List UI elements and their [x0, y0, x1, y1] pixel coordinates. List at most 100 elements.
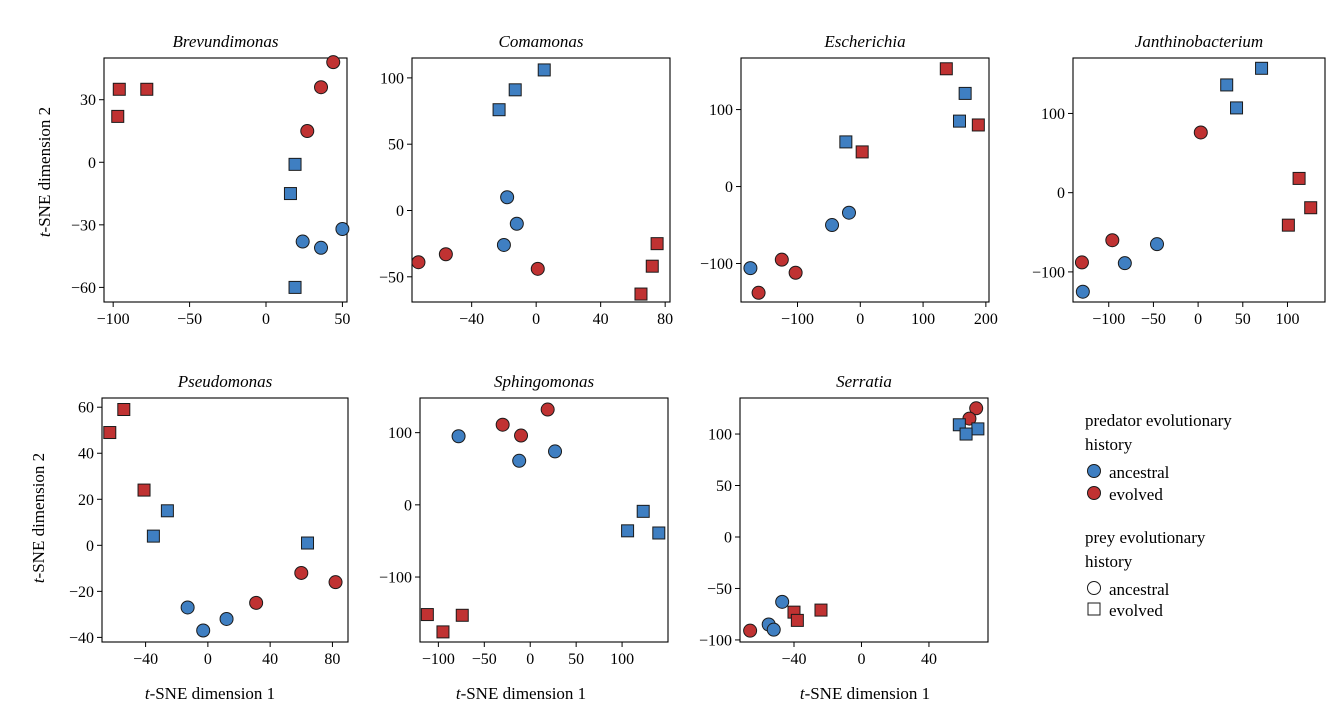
point-evolved-circle — [751, 285, 766, 300]
legend-predator-title-1: predator evolutionary — [1085, 411, 1232, 430]
x-tick-label: −100 — [422, 651, 455, 668]
x-tick-label: 80 — [324, 651, 340, 668]
x-tick-label: 100 — [1275, 311, 1299, 328]
legend-circle-marker — [1087, 581, 1101, 595]
point-evolved-circle — [1193, 125, 1208, 140]
plot-frame — [419, 397, 669, 643]
y-tick-label: 40 — [78, 446, 94, 463]
legend-prey-title-2: history — [1085, 552, 1133, 571]
point-evolved-circle — [743, 623, 758, 638]
panel-escherichia: Escherichia −100 0 100 200 −100 0 100 — [700, 32, 998, 328]
point-ancestral-square — [301, 536, 315, 550]
x-tick-label: 0 — [857, 651, 865, 668]
point-ancestral-square — [1230, 101, 1244, 115]
y-tick-label: 60 — [78, 400, 94, 417]
y-tick-label: 0 — [725, 179, 733, 196]
x-tick-label: −100 — [97, 311, 130, 328]
x-tick-label: 100 — [911, 311, 935, 328]
point-ancestral-square — [839, 135, 853, 149]
point-ancestral-square — [1220, 78, 1234, 92]
point-ancestral-circle — [180, 600, 195, 615]
point-ancestral-square — [971, 422, 985, 436]
y-tick-label: −100 — [699, 632, 732, 649]
plot-frame — [1072, 57, 1326, 303]
y-tick-label: 100 — [380, 70, 404, 87]
point-evolved-square — [1281, 218, 1295, 232]
point-evolved-circle — [495, 417, 510, 432]
ylabel-row1: t-SNE dimension 2 — [35, 107, 54, 237]
y-tick-label: −100 — [1032, 264, 1065, 281]
y-tick-label: 100 — [708, 427, 732, 444]
point-evolved-circle — [438, 247, 453, 262]
point-evolved-square — [1292, 171, 1306, 185]
xlabel-col2: t-SNE dimension 1 — [456, 684, 586, 703]
point-evolved-circle — [774, 252, 789, 267]
point-evolved-circle — [540, 402, 555, 417]
point-ancestral-square — [952, 114, 966, 128]
y-tick-label: 0 — [724, 529, 732, 546]
point-ancestral-circle — [196, 623, 211, 638]
point-ancestral-square — [958, 86, 972, 100]
x-tick-label: 40 — [593, 311, 609, 328]
y-tick-label: 30 — [80, 92, 96, 109]
plot-frame — [103, 57, 348, 303]
point-evolved-square — [939, 62, 953, 76]
x-tick-label: −50 — [472, 651, 497, 668]
x-tick-label: 0 — [1194, 311, 1202, 328]
xlabel-col1: t-SNE dimension 1 — [145, 684, 275, 703]
legend-prey-ancestral-label: ancestral — [1109, 580, 1170, 599]
point-evolved-square — [137, 483, 151, 497]
point-ancestral-circle — [775, 594, 790, 609]
point-ancestral-circle — [500, 190, 515, 205]
point-evolved-circle — [1074, 255, 1089, 270]
panel-serratia: Serratia −40 0 40 −100 −50 0 50 100 — [699, 372, 989, 668]
y-tick-label: −40 — [69, 630, 94, 647]
point-evolved-square — [117, 403, 131, 417]
panel-brevundimonas: Brevundimonas −100 −50 0 50 −60 −30 0 30 — [71, 32, 350, 328]
x-tick-label: −40 — [133, 651, 158, 668]
point-ancestral-circle — [743, 261, 758, 276]
point-evolved-circle — [314, 80, 329, 95]
point-ancestral-circle — [1150, 237, 1164, 252]
xlabel-col3: t-SNE dimension 1 — [800, 684, 930, 703]
point-ancestral-square — [288, 157, 302, 171]
point-ancestral-circle — [219, 611, 234, 626]
point-evolved-square — [855, 145, 869, 159]
legend-evolved-color-marker — [1087, 486, 1101, 500]
point-ancestral-circle — [766, 622, 781, 637]
point-ancestral-circle — [314, 240, 329, 255]
y-tick-label: 50 — [388, 137, 404, 154]
legend-predator-evolved-label: evolved — [1109, 485, 1163, 504]
point-evolved-circle — [300, 123, 315, 138]
x-tick-label: 0 — [204, 651, 212, 668]
legend-prey-evolved-label: evolved — [1109, 601, 1163, 620]
point-evolved-square — [634, 287, 648, 301]
panels: Brevundimonas −100 −50 0 50 −60 −30 0 30 Comamona… — [69, 32, 1326, 668]
x-tick-label: 0 — [526, 651, 534, 668]
plot-frame — [739, 397, 989, 643]
point-evolved-square — [814, 603, 828, 617]
point-ancestral-circle — [841, 205, 856, 220]
point-ancestral-square — [537, 63, 551, 77]
x-tick-label: 200 — [974, 311, 998, 328]
point-ancestral-square — [146, 529, 160, 543]
point-ancestral-circle — [451, 429, 466, 444]
panel-comamonas: Comamonas −40 0 40 80 −50 0 50 100 — [379, 32, 673, 328]
legend-predator-title-2: history — [1085, 435, 1133, 454]
point-ancestral-circle — [295, 234, 310, 249]
point-evolved-circle — [411, 255, 426, 270]
y-tick-label: −50 — [379, 269, 404, 286]
point-ancestral-square — [288, 280, 302, 294]
point-evolved-circle — [969, 401, 984, 416]
x-tick-label: 80 — [657, 311, 673, 328]
x-tick-label: 0 — [532, 311, 540, 328]
legend: predator evolutionary history ancestral … — [1085, 411, 1232, 620]
panel-sphingomonas: Sphingomonas −100 −50 0 50 100 −100 0 100 — [379, 372, 669, 668]
point-evolved-circle — [328, 575, 343, 590]
y-tick-label: 100 — [1041, 106, 1065, 123]
x-tick-label: 0 — [262, 311, 270, 328]
x-tick-label: 50 — [568, 651, 584, 668]
x-tick-label: −50 — [1141, 311, 1166, 328]
point-evolved-square — [140, 82, 154, 96]
